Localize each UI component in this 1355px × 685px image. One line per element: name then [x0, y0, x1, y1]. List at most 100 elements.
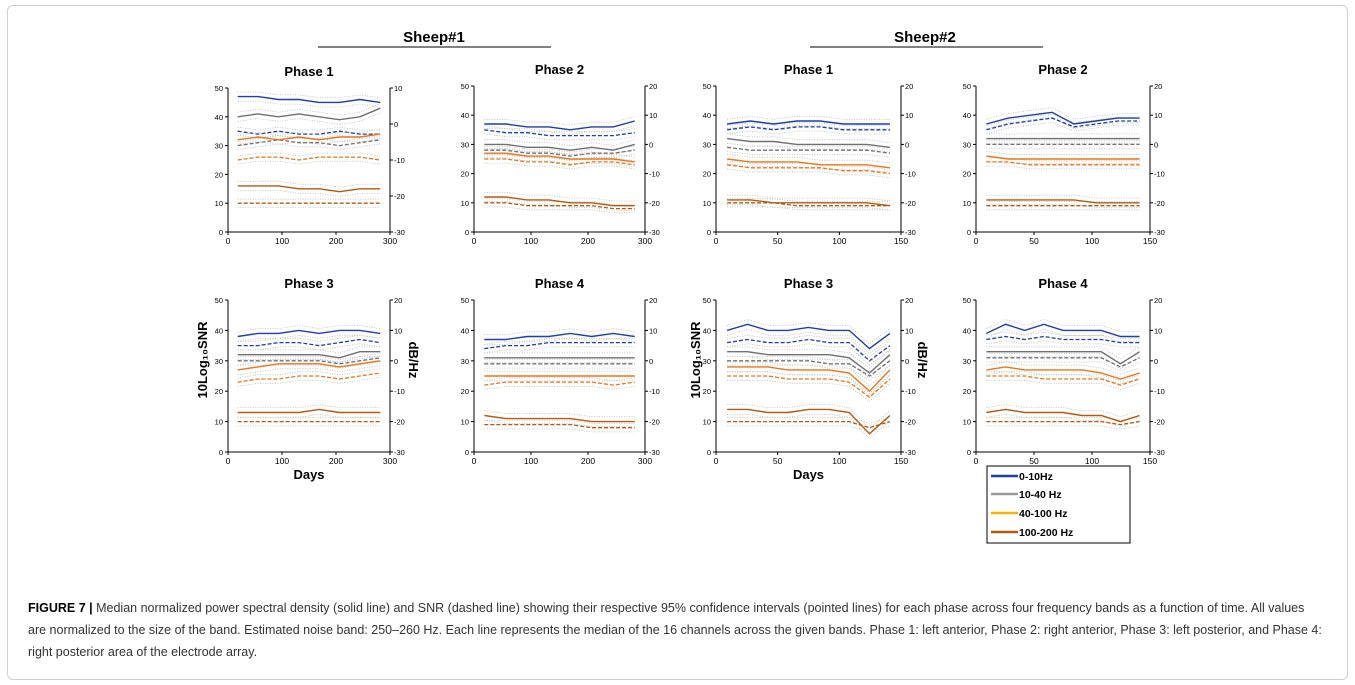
y-left-tick-label: 10	[963, 418, 971, 427]
ci-line	[727, 194, 890, 202]
y-left-label-sheep1: 10Log₁₀SNR	[195, 321, 210, 399]
y-right-tick-label: -20	[1154, 199, 1165, 208]
x-tick-label: 50	[773, 236, 783, 246]
y-right-tick-label: 10	[649, 326, 657, 335]
ci-line	[484, 125, 635, 132]
x-axis-label: Days	[293, 467, 324, 482]
psd-line	[986, 323, 1140, 338]
ci-line	[484, 337, 635, 345]
x-tick-label: 0	[226, 456, 231, 466]
legend: 0-10Hz 10-40 Hz 40-100 Hz 100-200 Hz	[986, 465, 1131, 544]
psd-line	[484, 196, 635, 207]
panel-2: Phase 1 0 10 20 30 40 50 -30 -20 -10 0 10 20 0 50 100 15…	[703, 62, 916, 246]
ci-line	[237, 334, 381, 342]
snr-line	[237, 156, 381, 161]
snr-line	[237, 372, 381, 383]
ci-line	[484, 148, 635, 156]
y-left-tick-label: 50	[461, 82, 469, 91]
x-tick-label: 200	[329, 236, 343, 246]
psd-line	[726, 323, 891, 350]
sheep1-title: Sheep#1	[403, 29, 465, 46]
y-left-tick-label: 0	[465, 448, 469, 457]
y-left-tick-label: 30	[215, 357, 223, 366]
y-left-tick-label: 10	[963, 199, 971, 208]
panel-title: Phase 1	[284, 64, 333, 79]
psd-line	[237, 408, 381, 414]
ci-line	[484, 385, 635, 390]
y-left-tick-label: 30	[703, 357, 711, 366]
x-tick-label: 150	[1143, 236, 1157, 246]
psd-line	[484, 414, 635, 423]
y-left-tick-label: 40	[963, 111, 971, 120]
y-right-tick-label: -10	[394, 387, 405, 396]
ci-line	[986, 194, 1140, 199]
caption-label: FIGURE 7 |	[28, 601, 93, 615]
ci-line	[727, 404, 891, 430]
psd-line	[237, 360, 381, 371]
ci-line	[986, 160, 1140, 165]
y-left-tick-label: 20	[461, 387, 469, 396]
panel-7: Phase 4 0 10 20 30 40 50 -30 -20 -10 0 10 20 0 50 100 15…	[963, 276, 1165, 466]
x-tick-label: 0	[974, 456, 979, 466]
y-left-tick-label: 50	[703, 296, 711, 305]
snr-line	[986, 420, 1140, 426]
ci-line	[986, 425, 1140, 430]
ci-line	[237, 100, 381, 108]
y-left-tick-label: 20	[703, 170, 711, 179]
x-tick-label: 300	[638, 236, 652, 246]
ci-line	[986, 361, 1140, 372]
legend-label-3: 100-200 Hz	[1019, 527, 1073, 539]
ci-line	[986, 319, 1140, 332]
ci-line	[484, 328, 635, 336]
y-left-tick-label: 0	[219, 228, 223, 237]
snr-line	[237, 357, 381, 365]
y-right-tick-label: -30	[649, 228, 660, 237]
x-tick-label: 100	[832, 236, 846, 246]
ci-line	[484, 148, 635, 158]
y-left-tick-label: 10	[215, 418, 223, 427]
y-right-tick-label: 10	[1154, 326, 1162, 335]
ci-line	[484, 346, 635, 354]
y-left-tick-label: 40	[703, 326, 711, 335]
x-tick-label: 200	[581, 456, 595, 466]
y-right-tick-label: -10	[394, 156, 405, 165]
y-left-tick-label: 50	[461, 296, 469, 305]
y-right-tick-label: -30	[905, 228, 916, 237]
psd-line	[727, 351, 891, 374]
snr-line	[727, 338, 891, 362]
y-right-tick-label: 0	[649, 357, 653, 366]
x-tick-label: 50	[1029, 236, 1039, 246]
snr-line	[727, 146, 890, 154]
ci-line	[484, 133, 635, 141]
x-tick-label: 300	[638, 456, 652, 466]
y-right-tick-label: 10	[905, 326, 913, 335]
snr-line	[237, 139, 381, 147]
ci-line	[986, 328, 1140, 342]
y-left-tick-label: 50	[963, 82, 971, 91]
x-tick-label: 0	[472, 236, 477, 246]
ci-line	[986, 379, 1140, 390]
ci-line	[484, 420, 635, 424]
ci-line	[484, 377, 635, 382]
y-right-tick-label: 0	[394, 357, 398, 366]
snr-line	[484, 381, 635, 386]
y-left-tick-label: 30	[703, 140, 711, 149]
ci-line	[237, 152, 381, 157]
ci-line	[727, 371, 891, 397]
ci-line	[484, 154, 635, 162]
psd-line	[237, 329, 381, 338]
y-right-label-sheep1: dB/Hz	[406, 342, 421, 379]
y-left-tick-label: 10	[703, 199, 711, 208]
figure-frame	[7, 5, 1348, 680]
y-left-tick-label: 40	[215, 326, 223, 335]
x-tick-label: 100	[1085, 236, 1099, 246]
psd-line	[237, 133, 381, 141]
y-right-tick-label: -20	[905, 199, 916, 208]
y-right-tick-label: -20	[394, 418, 405, 427]
x-tick-label: 100	[1085, 456, 1099, 466]
psd-line	[727, 158, 890, 169]
x-tick-label: 0	[714, 236, 719, 246]
y-left-tick-label: 50	[703, 82, 711, 91]
